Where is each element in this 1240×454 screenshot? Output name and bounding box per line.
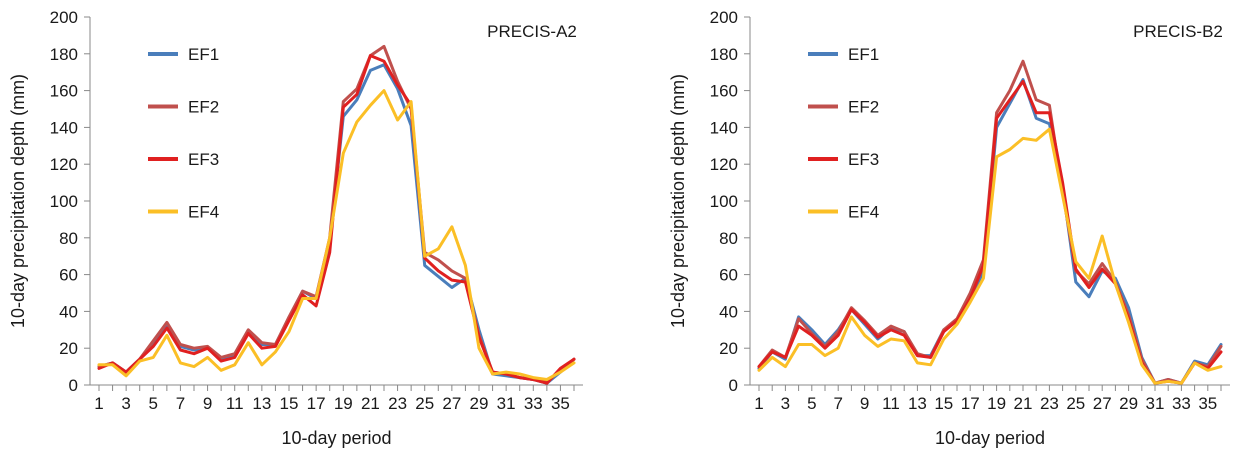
y-tick-label: 100 [710,192,738,211]
y-tick-label: 120 [710,155,738,174]
y-tick-label: 120 [50,155,78,174]
x-tick-label: 29 [470,394,489,413]
y-tick-label: 20 [59,339,78,358]
y-tick-label: 60 [719,266,738,285]
y-tick-label: 40 [719,302,738,321]
x-tick-label: 7 [176,394,185,413]
y-tick-label: 200 [710,8,738,27]
x-tick-label: 27 [1093,394,1112,413]
x-tick-label: 17 [961,394,980,413]
x-tick-label: 15 [934,394,953,413]
legend-label-ef3: EF3 [848,150,879,169]
x-tick-label: 35 [1198,394,1217,413]
x-tick-label: 25 [1066,394,1085,413]
x-tick-label: 3 [121,394,130,413]
y-tick-label: 40 [59,302,78,321]
x-tick-label: 33 [524,394,543,413]
x-tick-label: 23 [1040,394,1059,413]
x-tick-label: 27 [442,394,461,413]
y-tick-label: 0 [69,376,78,395]
y-tick-label: 100 [50,192,78,211]
x-tick-label: 21 [1014,394,1033,413]
legend-label-ef2: EF2 [848,98,879,117]
y-tick-label: 160 [710,82,738,101]
legend-label-ef2: EF2 [188,98,219,117]
legend-label-ef4: EF4 [848,203,879,222]
x-tick-label: 9 [203,394,212,413]
y-tick-label: 20 [719,339,738,358]
legend-label-ef1: EF1 [848,45,879,64]
legend-label-ef1: EF1 [188,45,219,64]
x-tick-label: 5 [807,394,816,413]
x-tick-label: 1 [94,394,103,413]
x-tick-label: 17 [307,394,326,413]
x-tick-label: 25 [415,394,434,413]
y-tick-label: 0 [729,376,738,395]
x-tick-label: 23 [388,394,407,413]
x-tick-label: 19 [987,394,1006,413]
y-tick-label: 80 [59,229,78,248]
x-tick-label: 35 [551,394,570,413]
y-tick-label: 60 [59,266,78,285]
y-axis-title: 10-day precipitation depth (mm) [8,74,28,328]
x-tick-label: 5 [149,394,158,413]
x-tick-label: 7 [833,394,842,413]
x-tick-label: 15 [280,394,299,413]
panel-label: PRECIS-A2 [487,22,577,41]
x-tick-label: 11 [882,394,900,413]
x-tick-label: 13 [908,394,927,413]
y-tick-label: 180 [710,45,738,64]
x-tick-label: 21 [361,394,380,413]
x-tick-label: 13 [252,394,271,413]
y-tick-label: 200 [50,8,78,27]
x-tick-label: 11 [226,394,244,413]
x-axis-title: 10-day period [935,428,1045,448]
y-tick-label: 80 [719,229,738,248]
x-tick-label: 29 [1119,394,1138,413]
x-tick-label: 31 [497,394,516,413]
legend-label-ef4: EF4 [188,203,219,222]
x-tick-label: 19 [334,394,353,413]
x-tick-label: 3 [781,394,790,413]
x-tick-label: 9 [860,394,869,413]
x-tick-label: 31 [1146,394,1165,413]
y-tick-label: 140 [50,118,78,137]
series-line-ef4 [757,127,1223,385]
y-axis-title: 10-day precipitation depth (mm) [668,74,688,328]
legend-label-ef3: EF3 [188,150,219,169]
x-tick-label: 33 [1172,394,1191,413]
x-axis-title: 10-day period [281,428,391,448]
panel-label: PRECIS-B2 [1133,22,1223,41]
y-tick-label: 140 [710,118,738,137]
y-tick-label: 180 [50,45,78,64]
series-line-ef3 [757,79,1223,385]
y-tick-label: 160 [50,82,78,101]
series-line-ef4 [97,89,576,381]
x-tick-label: 1 [754,394,763,413]
